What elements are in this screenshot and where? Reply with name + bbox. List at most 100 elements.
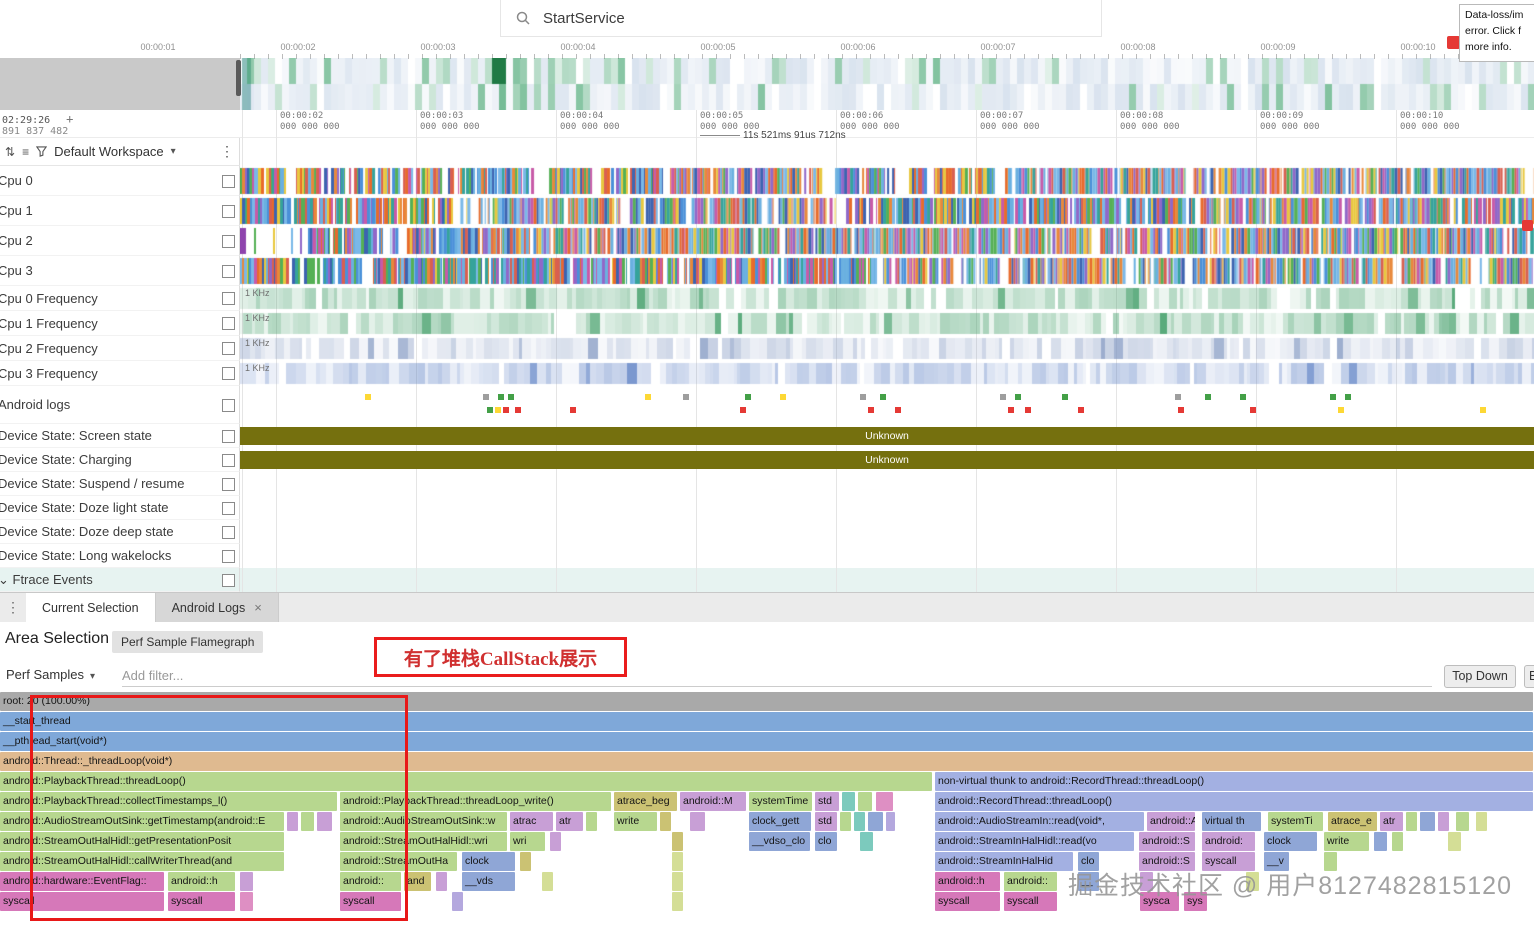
perf-sample-flamegraph-chip[interactable]: Perf Sample Flamegraph bbox=[112, 631, 264, 653]
track-checkbox[interactable] bbox=[222, 478, 235, 491]
flame-segment[interactable] bbox=[586, 812, 597, 831]
track-checkbox[interactable] bbox=[222, 502, 235, 515]
flame-segment[interactable]: virtual th bbox=[1202, 812, 1261, 831]
flame-segment[interactable] bbox=[840, 812, 851, 831]
edge-button[interactable]: B bbox=[1524, 665, 1534, 688]
cpu-freq-canvas[interactable] bbox=[240, 311, 1534, 336]
log-event[interactable] bbox=[1240, 394, 1246, 400]
track-timeline[interactable]: 1 KHz bbox=[240, 286, 1534, 311]
flame-segment[interactable]: __vds bbox=[462, 872, 515, 891]
flame-segment[interactable] bbox=[452, 892, 463, 911]
flame-segment[interactable]: android::PlaybackThread::collectTimestam… bbox=[0, 792, 337, 811]
flame-segment[interactable]: __v bbox=[1264, 852, 1289, 871]
flame-segment[interactable] bbox=[1456, 812, 1469, 831]
track-checkbox[interactable] bbox=[222, 550, 235, 563]
flame-segment[interactable] bbox=[1140, 872, 1153, 891]
track-timeline[interactable] bbox=[240, 196, 1534, 226]
flame-segment[interactable]: android::AudioStreamOutSink::getTimestam… bbox=[0, 812, 284, 831]
log-event[interactable] bbox=[1025, 407, 1031, 413]
log-event[interactable] bbox=[740, 407, 746, 413]
flame-segment[interactable]: std bbox=[815, 792, 839, 811]
log-event[interactable] bbox=[745, 394, 751, 400]
flame-segment[interactable] bbox=[436, 872, 447, 891]
flame-segment[interactable] bbox=[520, 852, 531, 871]
log-event[interactable] bbox=[1000, 394, 1006, 400]
flame-segment[interactable]: clo bbox=[815, 832, 837, 851]
search-bar[interactable]: StartService bbox=[500, 0, 1102, 37]
log-event[interactable] bbox=[1008, 407, 1014, 413]
flame-segment[interactable] bbox=[240, 892, 253, 911]
log-event[interactable] bbox=[1175, 394, 1181, 400]
flame-segment[interactable]: write bbox=[1324, 832, 1369, 851]
log-event[interactable] bbox=[495, 407, 501, 413]
flame-segment[interactable]: __pthread_start(void*) bbox=[0, 732, 1533, 751]
flame-segment[interactable] bbox=[860, 832, 873, 851]
flame-segment[interactable] bbox=[1324, 852, 1337, 871]
track-timeline[interactable]: Unknown bbox=[240, 448, 1534, 472]
track-timeline[interactable] bbox=[240, 226, 1534, 256]
log-event[interactable] bbox=[683, 394, 689, 400]
flame-segment[interactable] bbox=[1420, 812, 1435, 831]
flame-segment[interactable]: clock bbox=[1264, 832, 1317, 851]
state-slice[interactable]: Unknown bbox=[240, 427, 1534, 445]
log-event[interactable] bbox=[645, 394, 651, 400]
log-event[interactable] bbox=[1330, 394, 1336, 400]
log-event[interactable] bbox=[365, 394, 371, 400]
drag-handle-icon[interactable]: ⋮ bbox=[6, 599, 20, 615]
flame-segment[interactable]: android::StreamOutHalHidl::callWriterThr… bbox=[0, 852, 284, 871]
track-timeline[interactable] bbox=[240, 166, 1534, 196]
log-event[interactable] bbox=[1250, 407, 1256, 413]
flame-segment[interactable]: android::A bbox=[1147, 812, 1195, 831]
flame-segment[interactable]: sysca bbox=[1140, 892, 1179, 911]
flame-segment[interactable]: atrace_beg bbox=[614, 792, 677, 811]
track-timeline[interactable] bbox=[240, 256, 1534, 286]
flame-segment[interactable] bbox=[886, 812, 895, 831]
flame-segment[interactable]: android: bbox=[1202, 832, 1255, 851]
flame-segment[interactable]: systemTi bbox=[1268, 812, 1323, 831]
flame-segment[interactable] bbox=[858, 792, 872, 811]
log-event[interactable] bbox=[1480, 407, 1486, 413]
flame-segment[interactable]: syscall bbox=[0, 892, 164, 911]
flame-segment[interactable] bbox=[672, 852, 683, 871]
track-timeline[interactable] bbox=[240, 386, 1534, 424]
flame-segment[interactable]: android::S bbox=[1139, 852, 1195, 871]
workspace-selector[interactable]: Default Workspace bbox=[54, 144, 164, 159]
flame-segment[interactable] bbox=[287, 812, 298, 831]
state-slice[interactable]: Unknown bbox=[240, 451, 1534, 469]
flame-segment[interactable]: android::h bbox=[935, 872, 1000, 891]
data-loss-warning[interactable]: Data-loss/im error. Click f more info. bbox=[1459, 4, 1534, 62]
search-input[interactable]: StartService bbox=[543, 9, 625, 27]
track-checkbox[interactable] bbox=[222, 526, 235, 539]
log-event[interactable] bbox=[508, 394, 514, 400]
flame-segment[interactable]: atr bbox=[556, 812, 583, 831]
track-checkbox[interactable] bbox=[222, 454, 235, 467]
flame-segment[interactable]: clock_gett bbox=[749, 812, 811, 831]
log-event[interactable] bbox=[1015, 394, 1021, 400]
flame-segment[interactable]: clock bbox=[462, 852, 515, 871]
track-timeline[interactable] bbox=[240, 568, 1534, 592]
cpu-freq-canvas[interactable] bbox=[240, 336, 1534, 361]
track-timeline[interactable] bbox=[240, 496, 1534, 520]
add-filter-input[interactable]: Add filter... bbox=[122, 663, 1432, 687]
overview-scroll-handle[interactable] bbox=[236, 60, 241, 96]
log-event[interactable] bbox=[570, 407, 576, 413]
flame-segment[interactable]: syscall bbox=[168, 892, 235, 911]
sort-icon[interactable]: ⇅ bbox=[5, 144, 16, 159]
list-icon[interactable]: ≡ bbox=[22, 144, 30, 159]
flame-segment[interactable]: atrace_e bbox=[1328, 812, 1377, 831]
perf-samples-select[interactable]: Perf Samples ▾ bbox=[6, 667, 96, 682]
tab-current-selection[interactable]: Current Selection bbox=[26, 593, 156, 622]
track-timeline[interactable]: 1 KHz bbox=[240, 336, 1534, 361]
log-event[interactable] bbox=[1345, 394, 1351, 400]
flame-segment[interactable]: android::StreamOutHalHidl::getPresentati… bbox=[0, 832, 284, 851]
log-event[interactable] bbox=[483, 394, 489, 400]
cpu-sched-canvas[interactable] bbox=[240, 166, 1534, 196]
flame-segment[interactable]: android::AudioStreamOutSink::w bbox=[340, 812, 507, 831]
timeline-overview[interactable]: 00:00:01 00:00:02 00:00:03 00:00:04 00:00:05… bbox=[0, 42, 1534, 110]
flame-segment[interactable] bbox=[1374, 832, 1387, 851]
flame-segment[interactable] bbox=[672, 872, 683, 891]
flame-segment[interactable]: non-virtual thunk to android::RecordThre… bbox=[935, 772, 1533, 791]
flame-segment[interactable]: __start_thread bbox=[0, 712, 1533, 731]
flame-segment[interactable] bbox=[660, 812, 671, 831]
flame-segment[interactable]: android::StreamOutHalHidl::wri bbox=[340, 832, 507, 851]
